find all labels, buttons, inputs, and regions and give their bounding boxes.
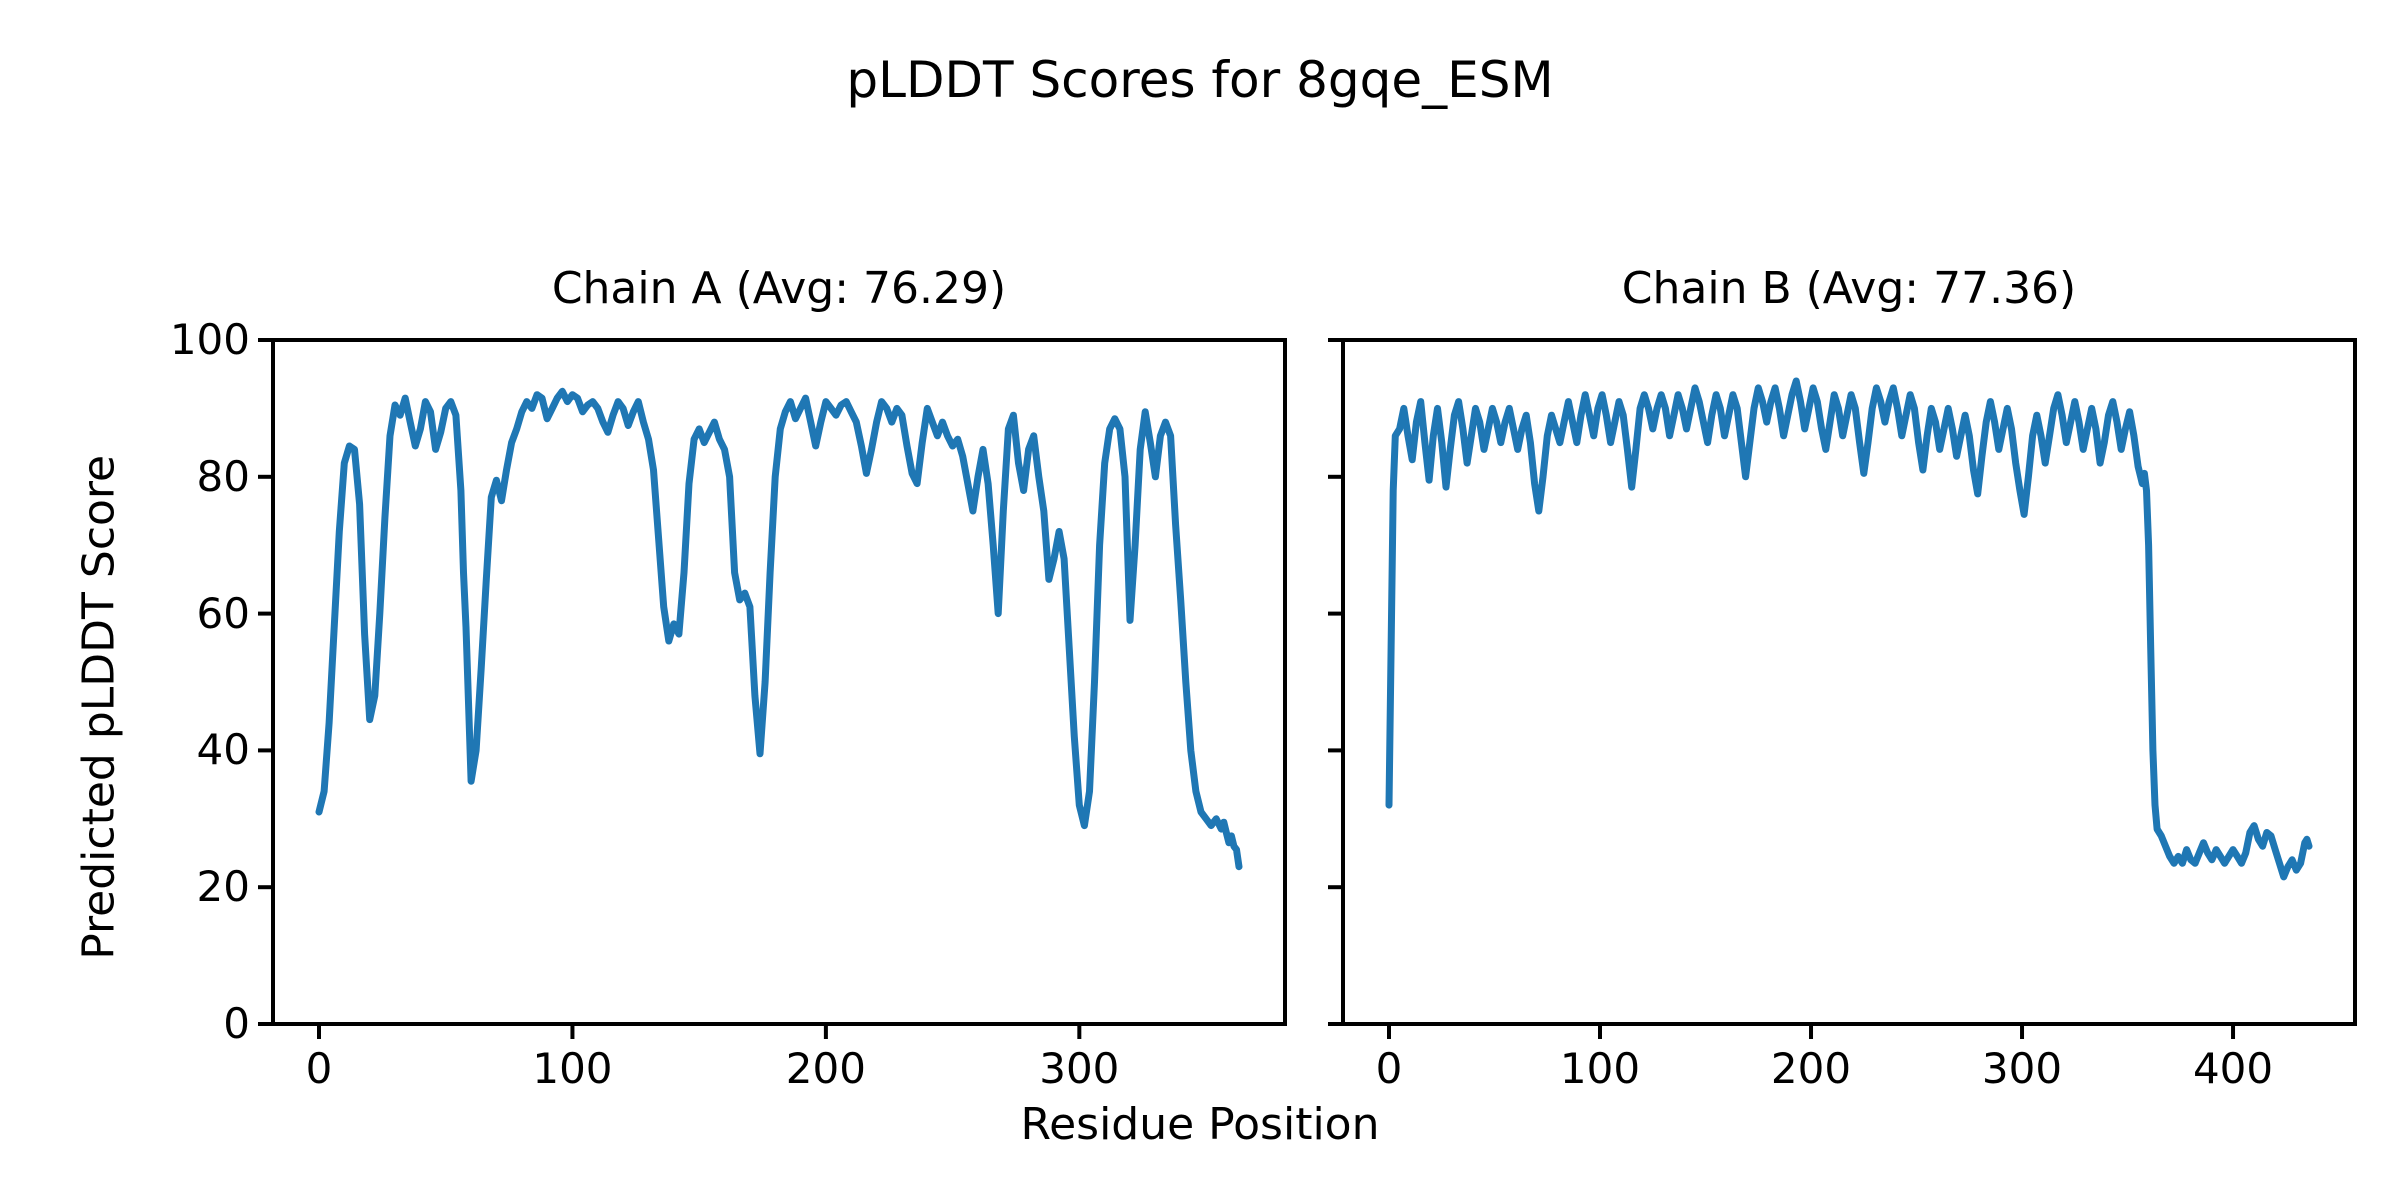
plddt-line-chain-b [1385, 377, 2313, 881]
x-tick-label: 200 [785, 1044, 866, 1093]
y-tick-label: 80 [196, 451, 250, 501]
y-tick-label: 60 [196, 588, 250, 638]
plddt-line-chain-a [315, 387, 1243, 871]
x-tick-label: 0 [1375, 1044, 1403, 1093]
x-axis-label: Residue Position [1020, 1099, 1380, 1150]
x-tick-label: 300 [1039, 1044, 1120, 1093]
x-tick-label: 200 [1770, 1044, 1852, 1093]
x-tick-label: 100 [1559, 1044, 1641, 1093]
chain-b-subplot-title: Chain B (Avg: 77.36) [1621, 263, 2077, 314]
axes-spines [1341, 338, 2357, 1026]
chain-a-subplot-title: Chain A (Avg: 76.29) [551, 263, 1007, 314]
y-tick-label: 100 [169, 315, 250, 364]
y-tick-label: 40 [196, 725, 250, 775]
x-tick-label: 0 [305, 1044, 333, 1093]
x-tick-label: 300 [1981, 1044, 2063, 1093]
y-axis-label: Predicted pLDDT Score [73, 454, 125, 960]
x-tick-label: 400 [2192, 1044, 2274, 1093]
axes-spines [271, 338, 1287, 1026]
chain-b-plot-area [1328, 338, 2357, 1039]
figure-title: pLDDT Scores for 8gqe_ESM [846, 51, 1554, 109]
x-tick-label: 100 [532, 1044, 613, 1093]
y-tick-label: 0 [223, 999, 250, 1048]
chain-a-plot-area [258, 338, 1287, 1039]
y-tick-label: 20 [196, 862, 250, 912]
